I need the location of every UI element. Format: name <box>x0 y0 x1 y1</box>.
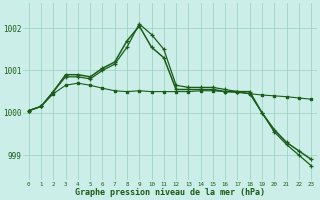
X-axis label: Graphe pression niveau de la mer (hPa): Graphe pression niveau de la mer (hPa) <box>75 188 265 197</box>
